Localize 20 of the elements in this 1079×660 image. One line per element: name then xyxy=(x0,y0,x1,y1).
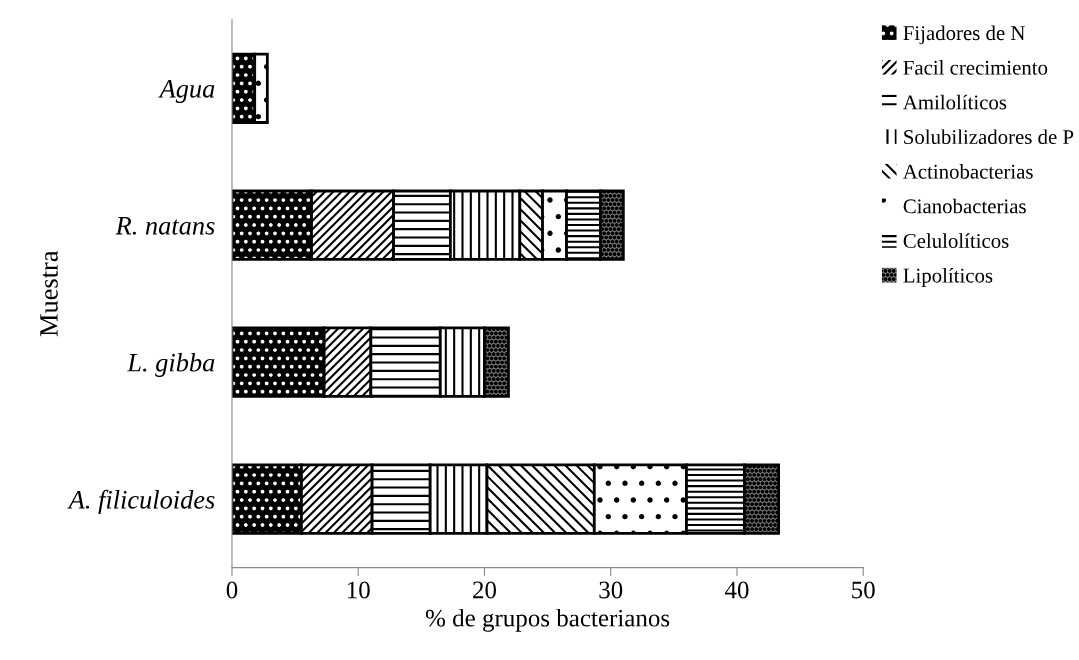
y-tick-label: R. natans xyxy=(115,217,215,235)
legend-label: Cianobacterias xyxy=(903,198,1026,214)
y-tick-label: L. gibba xyxy=(127,353,215,377)
y-tick-label: A. filiculoides xyxy=(67,489,215,515)
legend-label: Solubilizadores de P xyxy=(904,129,1074,145)
y-axis-title: Muestra xyxy=(40,250,58,337)
legend-label: Fijadores de N xyxy=(903,25,1025,45)
x-axis-title: % de grupos bacterianos xyxy=(425,609,670,632)
x-tick-label: 50 xyxy=(852,581,875,599)
x-tick-label: 40 xyxy=(724,581,749,599)
x-tick-label: 30 xyxy=(599,581,623,599)
legend-label: Facil crecimiento xyxy=(903,60,1048,75)
x-tick-label: 20 xyxy=(473,581,497,599)
legend-label: Amilolíticos xyxy=(902,94,1007,110)
y-tick-label: Agua xyxy=(158,80,215,104)
x-tick-label: 0 xyxy=(226,581,238,599)
legend-label: Celulolíticos xyxy=(903,233,1009,249)
legend-label: Actinobacterias xyxy=(902,164,1033,179)
legend-label: Lipolíticos xyxy=(903,267,993,287)
x-tick-label: 10 xyxy=(347,581,370,599)
